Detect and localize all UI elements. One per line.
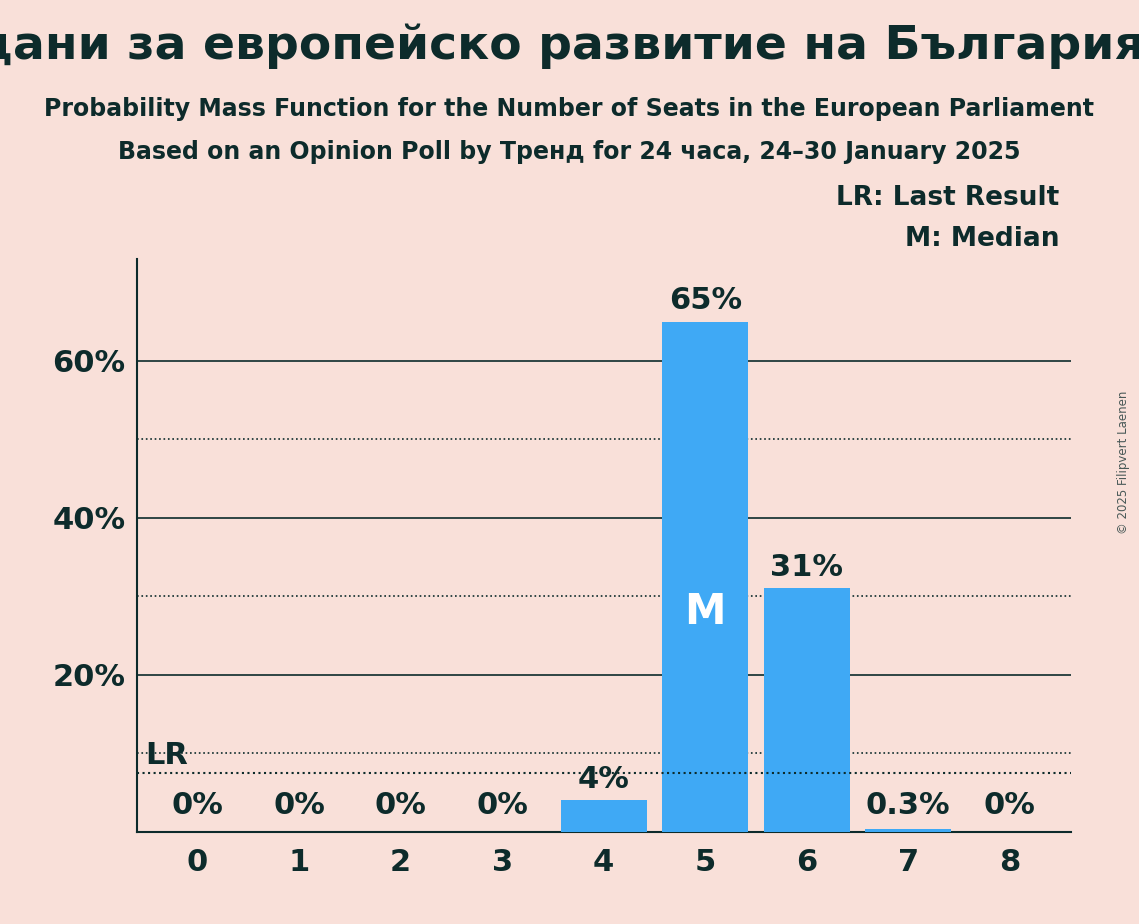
Text: 0.3%: 0.3% (866, 791, 951, 820)
Text: 0%: 0% (476, 791, 528, 820)
Text: 31%: 31% (770, 553, 843, 582)
Text: LR: Last Result: LR: Last Result (836, 185, 1059, 211)
Text: 0%: 0% (984, 791, 1035, 820)
Text: 4%: 4% (577, 765, 630, 794)
Text: 0%: 0% (375, 791, 427, 820)
Bar (662, 322, 748, 832)
Text: M: M (685, 591, 726, 633)
Text: Based on an Opinion Poll by Тренд for 24 часа, 24–30 January 2025: Based on an Opinion Poll by Тренд for 24… (118, 140, 1021, 164)
Text: M: Median: M: Median (904, 226, 1059, 252)
Text: © 2025 Filipvert Laenen: © 2025 Filipvert Laenen (1117, 390, 1130, 534)
Text: LR: LR (145, 741, 188, 770)
Text: Граждани за европейско развитие на България (EPP): Граждани за европейско развитие на Бълга… (0, 23, 1139, 68)
Text: Probability Mass Function for the Number of Seats in the European Parliament: Probability Mass Function for the Number… (44, 97, 1095, 121)
Text: 65%: 65% (669, 286, 741, 315)
Bar (763, 589, 850, 832)
Bar (866, 829, 951, 832)
Text: 0%: 0% (172, 791, 223, 820)
Text: 0%: 0% (273, 791, 325, 820)
Bar (560, 800, 647, 832)
